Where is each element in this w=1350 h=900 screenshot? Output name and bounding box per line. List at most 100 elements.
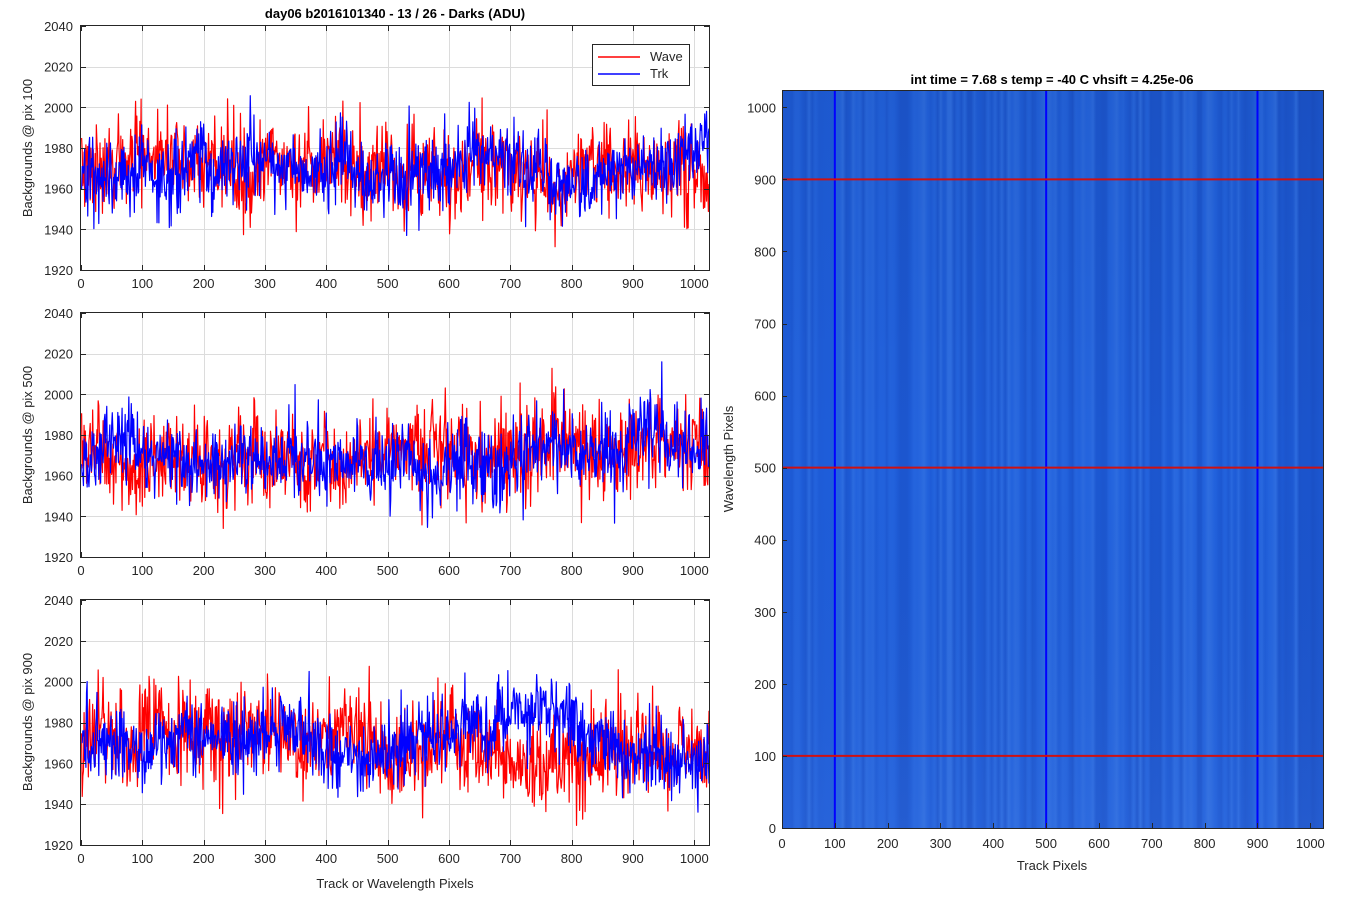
x-tick-label: 400 (315, 276, 337, 291)
image-title: int time = 7.68 s temp = -40 C vhsift = … (911, 72, 1194, 87)
x-tick-label: 0 (77, 563, 84, 578)
series-line-wave (81, 367, 710, 529)
y-axis-label: Wavelength Pixels (721, 405, 736, 512)
y-tick-label: 1920 (44, 838, 73, 853)
x-tick-label: 400 (315, 851, 337, 866)
y-axis-label: Backgrounds @ pix 900 (20, 653, 35, 791)
y-tick-label: 1940 (44, 797, 73, 812)
y-tick-label: 700 (754, 317, 776, 332)
y-tick-label: 1960 (44, 469, 73, 484)
x-tick-label: 600 (1088, 836, 1110, 851)
x-tick-label: 100 (131, 276, 153, 291)
line-plot-pix-500: 0 100 200 300 400 500 600 700 800 900 1000 1920 1940… (20, 306, 710, 578)
x-axis-label: Track Pixels (1017, 858, 1088, 873)
x-tick-label: 600 (438, 851, 460, 866)
x-tick-label: 700 (499, 851, 521, 866)
grid-lines (81, 600, 709, 845)
legend-box (592, 44, 690, 86)
x-tick-label: 200 (877, 836, 899, 851)
x-tick-label: 700 (499, 276, 521, 291)
y-tick-label: 200 (754, 677, 776, 692)
x-tick-label: 600 (438, 563, 460, 578)
x-tick-label: 800 (561, 851, 583, 866)
x-tick-label: 800 (561, 276, 583, 291)
line-plot-pix-100: 0 100 200 300 400 500 600 700 800 900 1000 1920 1940… (20, 19, 710, 291)
x-tick-label: 600 (438, 276, 460, 291)
x-tick-label: 900 (622, 276, 644, 291)
legend-wave-label: Wave (650, 49, 683, 64)
y-tick-label: 1000 (747, 100, 776, 115)
y-tick-label: 2000 (44, 675, 73, 690)
image-plot: int time = 7.68 s temp = -40 C vhsift = … (721, 72, 1325, 873)
x-tick-label: 100 (131, 563, 153, 578)
y-tick-label: 2000 (44, 100, 73, 115)
y-tick-label: 1940 (44, 509, 73, 524)
y-tick-label: 400 (754, 533, 776, 548)
y-tick-label: 300 (754, 605, 776, 620)
x-tick-label: 0 (77, 276, 84, 291)
y-tick-label: 1980 (44, 428, 73, 443)
x-tick-label: 800 (1194, 836, 1216, 851)
x-tick-label: 500 (1035, 836, 1057, 851)
legend: Wave Trk (592, 44, 690, 86)
y-tick-label: 1980 (44, 141, 73, 156)
x-tick-label: 400 (315, 563, 337, 578)
y-tick-label: 2000 (44, 387, 73, 402)
x-tick-label: 100 (824, 836, 846, 851)
x-tick-label: 1000 (680, 276, 709, 291)
x-tick-label: 300 (254, 276, 276, 291)
series-line-trk (81, 361, 710, 529)
figure-title: day06 b2016101340 - 13 / 26 - Darks (ADU… (265, 6, 525, 21)
x-tick-label: 0 (77, 851, 84, 866)
y-tick-label: 1960 (44, 756, 73, 771)
x-tick-label: 1000 (680, 851, 709, 866)
line-plot-pix-900: 0 100 200 300 400 500 600 700 800 900 1000 1920 1940… (20, 593, 710, 891)
x-tick-label: 1000 (680, 563, 709, 578)
y-tick-label: 1920 (44, 550, 73, 565)
y-tick-label: 900 (754, 172, 776, 187)
y-tick-label: 1940 (44, 222, 73, 237)
axes-frame (80, 599, 710, 846)
series-layer (81, 665, 710, 826)
y-tick-label: 1920 (44, 263, 73, 278)
y-tick-label: 800 (754, 244, 776, 259)
legend-trk-label: Trk (650, 66, 669, 81)
x-tick-label: 400 (982, 836, 1004, 851)
x-tick-label: 900 (1247, 836, 1269, 851)
y-tick-label: 500 (754, 461, 776, 476)
y-tick-label: 0 (769, 821, 776, 836)
x-tick-label: 500 (377, 563, 399, 578)
series-line-trk (81, 670, 710, 813)
x-tick-label: 300 (254, 851, 276, 866)
tick-labels: 0 100 200 300 400 500 600 700 800 900 1000 1920 1940… (44, 19, 709, 291)
axes-frame (80, 25, 710, 271)
series-line-trk (81, 95, 710, 237)
x-tick-label: 0 (778, 836, 785, 851)
x-tick-label: 200 (193, 276, 215, 291)
tick-labels: 0 100 200 300 400 500 600 700 800 900 1000 0 100 200 3… (747, 100, 1325, 851)
x-tick-label: 900 (622, 563, 644, 578)
y-tick-label: 2040 (44, 306, 73, 321)
x-tick-label: 500 (377, 276, 399, 291)
y-tick-label: 2040 (44, 593, 73, 608)
x-tick-label: 300 (254, 563, 276, 578)
y-tick-label: 2040 (44, 19, 73, 34)
axes-frame (782, 90, 1324, 829)
x-tick-label: 100 (131, 851, 153, 866)
axes-frame (80, 312, 710, 558)
y-axis-label: Backgrounds @ pix 100 (20, 79, 35, 217)
marker-lines (782, 90, 1323, 828)
y-tick-label: 100 (754, 749, 776, 764)
y-tick-label: 2020 (44, 60, 73, 75)
x-axis-label: Track or Wavelength Pixels (316, 876, 474, 891)
x-tick-label: 900 (622, 851, 644, 866)
x-tick-label: 200 (193, 563, 215, 578)
y-tick-label: 600 (754, 389, 776, 404)
x-tick-label: 700 (1141, 836, 1163, 851)
series-layer (81, 361, 710, 529)
tick-labels: 0 100 200 300 400 500 600 700 800 900 1000 1920 1940… (44, 306, 709, 578)
x-tick-label: 200 (193, 851, 215, 866)
x-tick-label: 800 (561, 563, 583, 578)
x-tick-label: 300 (930, 836, 952, 851)
y-tick-label: 1980 (44, 716, 73, 731)
